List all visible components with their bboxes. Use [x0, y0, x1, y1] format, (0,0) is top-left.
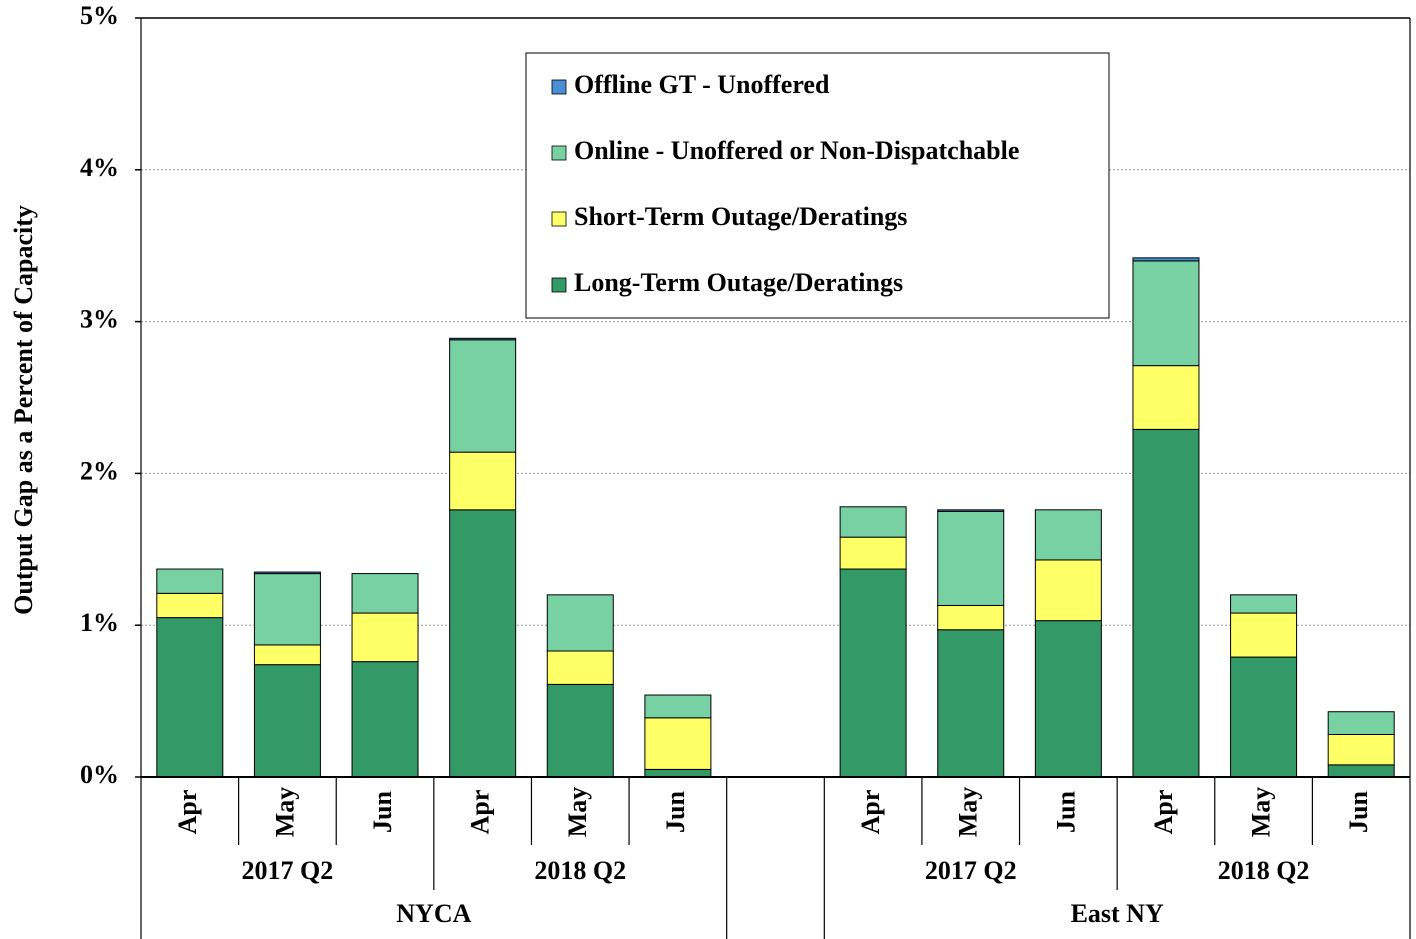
y-tick-label: 1%: [80, 608, 119, 637]
x-tick-label: May: [954, 787, 983, 838]
x-tick-label: May: [563, 787, 592, 838]
legend-box: [525, 52, 1110, 319]
y-axis-title: Output Gap as a Percent of Capacity: [9, 205, 38, 615]
bar-segment: [839, 506, 907, 538]
region-label: East NY: [1071, 899, 1164, 928]
bar-segment: [937, 510, 1005, 606]
quarter-label: 2017 Q2: [925, 856, 1017, 885]
x-tick-label: Jun: [368, 791, 397, 833]
bar-segment: [546, 594, 614, 652]
bar-segment: [937, 509, 1005, 512]
legend-swatch: [551, 79, 567, 95]
bar-segment: [644, 768, 712, 778]
bar-segment: [253, 573, 321, 646]
bar-segment: [253, 571, 321, 575]
y-tick-label: 4%: [80, 153, 119, 182]
x-tick-label: Apr: [173, 790, 202, 835]
legend-swatch: [551, 145, 567, 161]
y-tick-label: 2%: [80, 456, 119, 485]
bar-segment: [156, 592, 224, 619]
bar-segment: [644, 717, 712, 770]
bar-segment: [1327, 764, 1395, 778]
quarter-label: 2018 Q2: [534, 856, 626, 885]
bar-segment: [1327, 711, 1395, 735]
bar-segment: [253, 644, 321, 666]
bar-segment: [546, 650, 614, 685]
bar-segment: [253, 664, 321, 778]
bar-segment: [1132, 428, 1200, 778]
x-tick-label: Jun: [1051, 791, 1080, 833]
bar-segment: [1230, 656, 1298, 778]
legend-swatch: [551, 211, 567, 227]
quarter-label: 2017 Q2: [242, 856, 334, 885]
bar-segment: [1034, 620, 1102, 778]
bar-segment: [1132, 365, 1200, 430]
bar-segment: [839, 568, 907, 778]
y-tick-label: 0%: [80, 760, 119, 789]
bar-segment: [1230, 612, 1298, 658]
bar-segment: [644, 694, 712, 719]
x-tick-label: Jun: [661, 791, 690, 833]
bar-segment: [1230, 594, 1298, 614]
y-tick-label: 3%: [80, 305, 119, 334]
bar-segment: [351, 612, 419, 663]
legend-label: Short-Term Outage/Deratings: [574, 202, 907, 231]
region-label: NYCA: [396, 899, 471, 928]
x-tick-label: Apr: [1149, 790, 1178, 835]
bar-segment: [1132, 260, 1200, 367]
bar-segment: [546, 683, 614, 778]
bar-segment: [839, 536, 907, 570]
legend-label: Online - Unoffered or Non-Dispatchable: [574, 136, 1019, 165]
x-tick-label: Apr: [466, 790, 495, 835]
x-tick-label: May: [1247, 787, 1276, 838]
bar-segment: [449, 337, 517, 341]
x-tick-label: May: [270, 787, 299, 838]
x-tick-label: Apr: [856, 790, 885, 835]
legend-swatch: [551, 277, 567, 293]
bar-segment: [449, 451, 517, 511]
bar-segment: [351, 661, 419, 778]
bar-segment: [937, 629, 1005, 778]
bar-segment: [1132, 257, 1200, 262]
legend-label: Long-Term Outage/Deratings: [574, 268, 903, 297]
x-tick-label: Jun: [1344, 791, 1373, 833]
bar-segment: [1327, 733, 1395, 766]
bar-segment: [351, 573, 419, 614]
quarter-label: 2018 Q2: [1218, 856, 1310, 885]
bar-segment: [449, 509, 517, 778]
bar-segment: [156, 617, 224, 778]
y-tick-label: 5%: [80, 1, 119, 30]
bar-segment: [1034, 509, 1102, 561]
bar-segment: [156, 568, 224, 594]
legend-label: Offline GT - Unoffered: [574, 70, 830, 99]
bar-segment: [1034, 559, 1102, 622]
bar-segment: [937, 604, 1005, 631]
bar-segment: [449, 339, 517, 453]
